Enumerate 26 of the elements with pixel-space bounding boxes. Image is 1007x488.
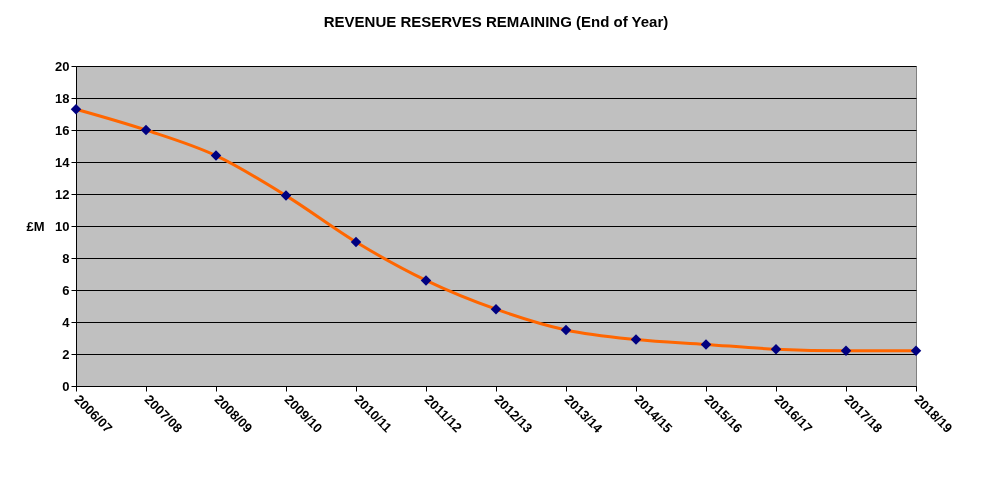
point xyxy=(140,124,152,136)
y-tick-label: 4 xyxy=(62,314,71,330)
y-tick-label: 12 xyxy=(55,186,70,202)
y-tick-label: 10 xyxy=(55,218,70,234)
point xyxy=(840,345,852,357)
point xyxy=(70,103,82,115)
y-tick-label: 18 xyxy=(55,90,70,106)
y-tick-label: 14 xyxy=(55,154,71,170)
point xyxy=(420,275,432,286)
point xyxy=(770,343,782,355)
y-tick-label: 8 xyxy=(62,250,70,266)
y-tick-label: 20 xyxy=(55,58,70,74)
point xyxy=(910,345,922,357)
point xyxy=(490,303,502,315)
y-tick-label: 0 xyxy=(62,378,70,394)
point xyxy=(700,339,712,350)
y-tick-label: 2 xyxy=(62,346,70,362)
y-tick-label: 6 xyxy=(62,282,70,298)
point xyxy=(210,150,222,161)
point xyxy=(630,334,642,345)
y-tick-label: 16 xyxy=(55,122,70,138)
chart-title: REVENUE RESERVES REMAINING (End of Year) xyxy=(323,13,669,30)
point xyxy=(280,190,292,201)
y-axis-title: £M xyxy=(26,218,45,234)
point xyxy=(560,324,572,336)
point xyxy=(350,236,362,248)
